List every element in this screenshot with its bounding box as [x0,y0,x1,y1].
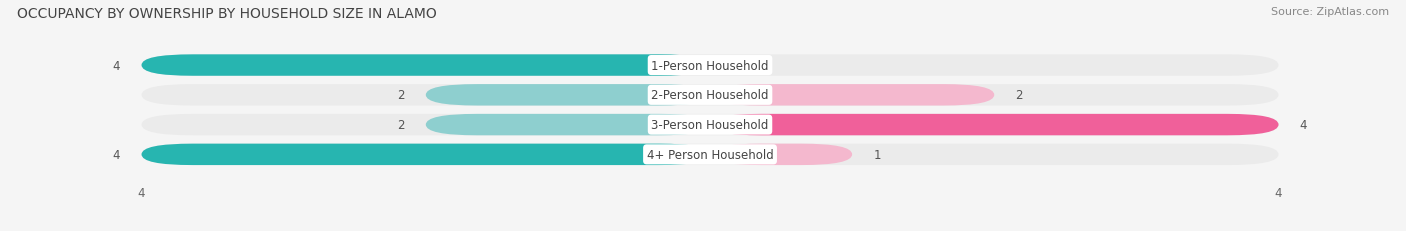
FancyBboxPatch shape [142,144,1278,165]
Text: 1-Person Household: 1-Person Household [651,59,769,72]
Text: 2: 2 [396,119,405,131]
Text: 1: 1 [873,148,882,161]
FancyBboxPatch shape [142,114,1278,136]
Text: 2-Person Household: 2-Person Household [651,89,769,102]
FancyBboxPatch shape [426,85,710,106]
Text: 4: 4 [112,59,120,72]
FancyBboxPatch shape [142,55,710,76]
Text: Source: ZipAtlas.com: Source: ZipAtlas.com [1271,7,1389,17]
Text: 0: 0 [731,59,738,72]
FancyBboxPatch shape [426,114,710,136]
Text: OCCUPANCY BY OWNERSHIP BY HOUSEHOLD SIZE IN ALAMO: OCCUPANCY BY OWNERSHIP BY HOUSEHOLD SIZE… [17,7,437,21]
FancyBboxPatch shape [142,144,710,165]
FancyBboxPatch shape [710,144,852,165]
Text: 4: 4 [112,148,120,161]
FancyBboxPatch shape [142,85,1278,106]
Text: 2: 2 [1015,89,1024,102]
FancyBboxPatch shape [710,85,994,106]
Text: 2: 2 [396,89,405,102]
FancyBboxPatch shape [142,55,1278,76]
FancyBboxPatch shape [710,114,1278,136]
Text: 4: 4 [1301,119,1308,131]
Text: 4+ Person Household: 4+ Person Household [647,148,773,161]
Text: 3-Person Household: 3-Person Household [651,119,769,131]
